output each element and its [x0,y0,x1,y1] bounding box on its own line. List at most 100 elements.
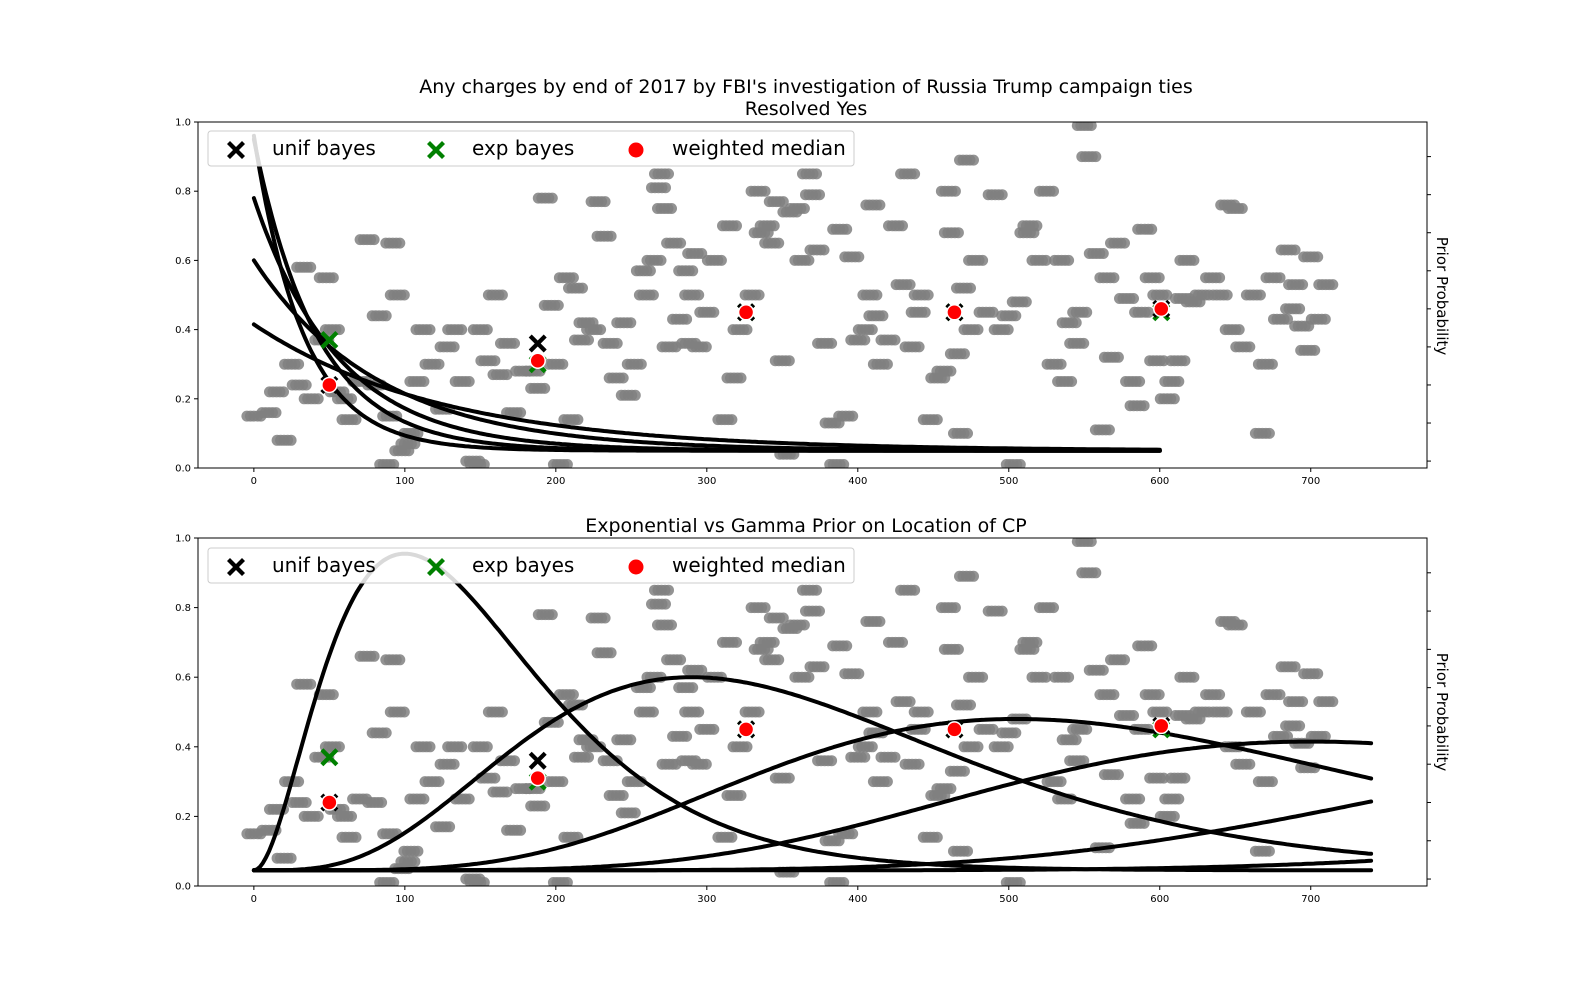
bottom-observation-point [694,723,720,735]
top-observation-point [1252,358,1278,370]
bottom-x-tick-label: 400 [848,894,867,905]
top-observation-point [1174,254,1200,266]
top-observation-dot [557,358,569,370]
bottom-observation-point [1026,671,1052,683]
top-observation-point [739,289,765,301]
top-observation-dot [675,237,687,249]
bottom-observation-dot [777,612,789,624]
bottom-x-tick-label: 500 [999,894,1018,905]
top-observation-point [603,372,629,384]
bottom-observation-point [1174,671,1200,683]
bottom-observation-point [661,654,687,666]
bottom-exp-bayes-marker-1-shape [320,748,339,767]
bottom-observation-dot [481,741,493,753]
top-observation-point [673,265,699,277]
top-observation-dot [278,386,289,398]
exp-bayes-legend-x-icon [427,558,445,576]
top-observation-point [1089,424,1115,436]
top-observation-dot [1161,289,1173,301]
top-legend-box [207,130,855,167]
bottom-observation-dot [897,636,908,648]
bottom-observation-point [673,682,699,694]
bottom-observation-point [558,831,584,843]
bottom-observation-dot [708,723,720,735]
top-observation-point [449,376,475,387]
top-observation-dot [1134,376,1146,387]
bottom-observation-dot [675,654,687,666]
top-observation-point [419,358,445,370]
bottom-chart-title: Exponential vs Gamma Prior on Location o… [585,515,1027,537]
top-observation-dot [1020,296,1032,308]
top-observation-point [1017,220,1043,232]
bottom-observation-point [615,807,641,819]
top-observation-point [1067,306,1093,318]
exp-bayes-legend-x-icon [427,141,445,159]
bottom-observation-dot [1266,776,1278,788]
bottom-observation-dot [735,790,747,801]
bottom-observation-dot [368,650,380,662]
bottom-observation-dot [346,810,357,822]
top-observation-dot [478,459,490,468]
bottom-observation-dot [433,776,445,788]
top-observation-dot [1214,272,1226,284]
bottom-observation-point [603,790,629,801]
top-observation-dot [1236,203,1248,214]
top-observation-point [1120,376,1146,387]
top-y-tick-label: 1.0 [175,118,191,129]
top-observation-dot [1108,272,1120,284]
bottom-observation-point [996,727,1022,739]
bottom-observation-point [464,877,490,886]
bottom-observation-point [890,696,916,708]
bottom-observation-dot [731,636,742,648]
bottom-observation-dot [1146,640,1158,652]
top-observation-dot [877,310,889,322]
top-observation-point [679,289,705,301]
bottom-observation-point [784,619,810,631]
bottom-observation-dot [693,706,705,718]
top-observation-dot [904,279,916,291]
top-observation-point [1041,358,1067,370]
bottom-observation-dot [1090,567,1102,579]
top-y-tick-label: 0.2 [175,394,191,405]
top-observation-dot [567,272,579,284]
top-x-tick-label: 600 [1150,476,1169,487]
bottom-observation-point [824,877,850,886]
top-observation-dot [611,337,623,349]
top-observation-point [1132,223,1158,235]
bottom-ticks: 0 100 200 300 400 500 600 700 0.0 0.2 0.4 0.6 0.8 1.0 [175,534,1431,905]
top-observation-dot [1063,254,1075,266]
bottom-observation-dot [293,776,305,788]
top-observation-point [482,289,508,301]
top-observation-dot [968,154,979,166]
top-observation-dot [270,407,282,419]
bottom-observation-point [336,831,362,843]
bottom-observation-point [1298,668,1324,680]
bottom-observation-dot [987,723,999,735]
bottom-observation-dot [1274,689,1286,701]
bottom-observation-point [649,584,674,596]
top-observation-point [717,220,742,232]
top-observation-point [395,438,421,450]
top-plot-area [241,122,1339,468]
bottom-observation-point [908,706,934,718]
bottom-observation-dot [456,741,468,753]
top-observation-point [1219,324,1245,336]
top-observation-point [1000,459,1026,468]
bottom-observation-dot [965,699,976,711]
top-observation-point [1230,341,1256,353]
top-weighted-median-point-2 [529,352,546,369]
top-observation-point [558,414,584,426]
bottom-observation-dot [1254,706,1266,718]
top-observation-dot [1128,293,1139,304]
top-observation-point [581,324,607,336]
bottom-y-tick-label: 0.2 [175,812,191,823]
bottom-observation-dot [376,797,388,808]
bottom-observation-point [1230,758,1256,770]
bottom-observation-point [569,751,594,763]
top-exp-bayes-marker-1 [320,330,339,349]
bottom-observation-point [852,741,878,753]
top-observation-dot [818,244,830,256]
bottom-observation-dot [1282,730,1293,742]
bottom-observation-point [525,800,551,812]
